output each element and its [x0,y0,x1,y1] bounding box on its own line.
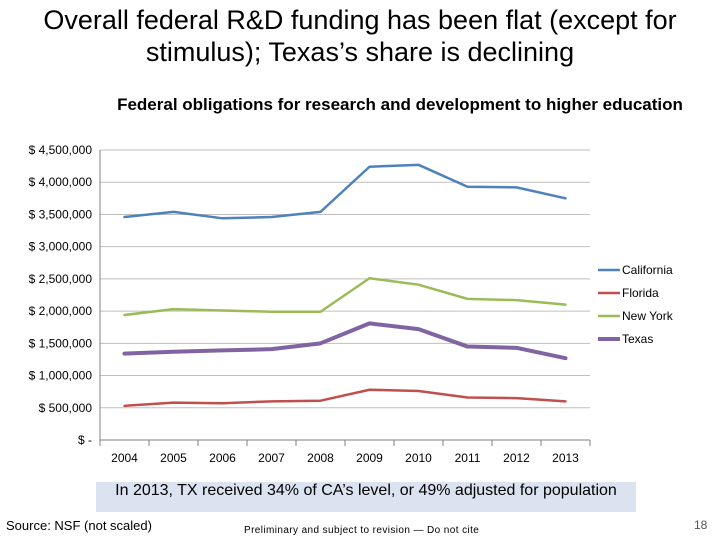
x-tick-label: 2008 [307,451,334,465]
page-number: 18 [694,518,707,532]
chart-series-lines [125,165,566,406]
y-axis-tick-labels: $ - $ 500,000 $ 1,000,000 $ 1,500,000 $ 2,00… [29,143,93,447]
chart-legend: California Florida New York Texas [598,263,674,346]
x-axis-tick-labels: 2004 2005 2006 2007 2008 2009 2010 2011 2012 2013 [111,451,579,465]
x-tick-label: 2013 [552,451,579,465]
x-tick-label: 2012 [503,451,530,465]
series-line-new-york [125,278,566,315]
y-tick-label: $ 2,500,000 [29,272,93,286]
y-tick-label: $ 1,500,000 [29,336,93,350]
y-tick-label: $ 3,000,000 [29,240,93,254]
y-tick-label: $ 3,500,000 [29,207,93,221]
y-tick-label: $ 4,500,000 [29,143,93,157]
legend-label: New York [622,309,674,323]
x-tick-label: 2006 [209,451,236,465]
y-tick-label: $ 500,000 [39,401,93,415]
x-tick-label: 2005 [160,451,187,465]
series-line-florida [125,390,566,406]
preliminary-disclaimer: Preliminary and subject to revision — Do… [244,525,479,536]
x-tick-label: 2010 [405,451,432,465]
source-note: Source: NSF (not scaled) [6,518,152,533]
series-line-california [125,165,566,218]
y-tick-label: $ 1,000,000 [29,369,93,383]
x-tick-label: 2004 [111,451,138,465]
legend-label: Florida [622,286,659,300]
series-line-texas [125,323,566,358]
legend-label: California [622,263,673,277]
x-tick-label: 2011 [455,451,481,465]
y-tick-label: $ - [78,433,92,447]
callout-note: In 2013, TX received 34% of CA’s level, … [96,482,636,512]
line-chart: $ - $ 500,000 $ 1,000,000 $ 1,500,000 $ 2,00… [0,0,720,540]
x-tick-label: 2007 [258,451,285,465]
x-tick-label: 2009 [356,451,383,465]
legend-label: Texas [622,332,653,346]
y-tick-label: $ 2,000,000 [29,304,93,318]
y-tick-label: $ 4,000,000 [29,175,93,189]
